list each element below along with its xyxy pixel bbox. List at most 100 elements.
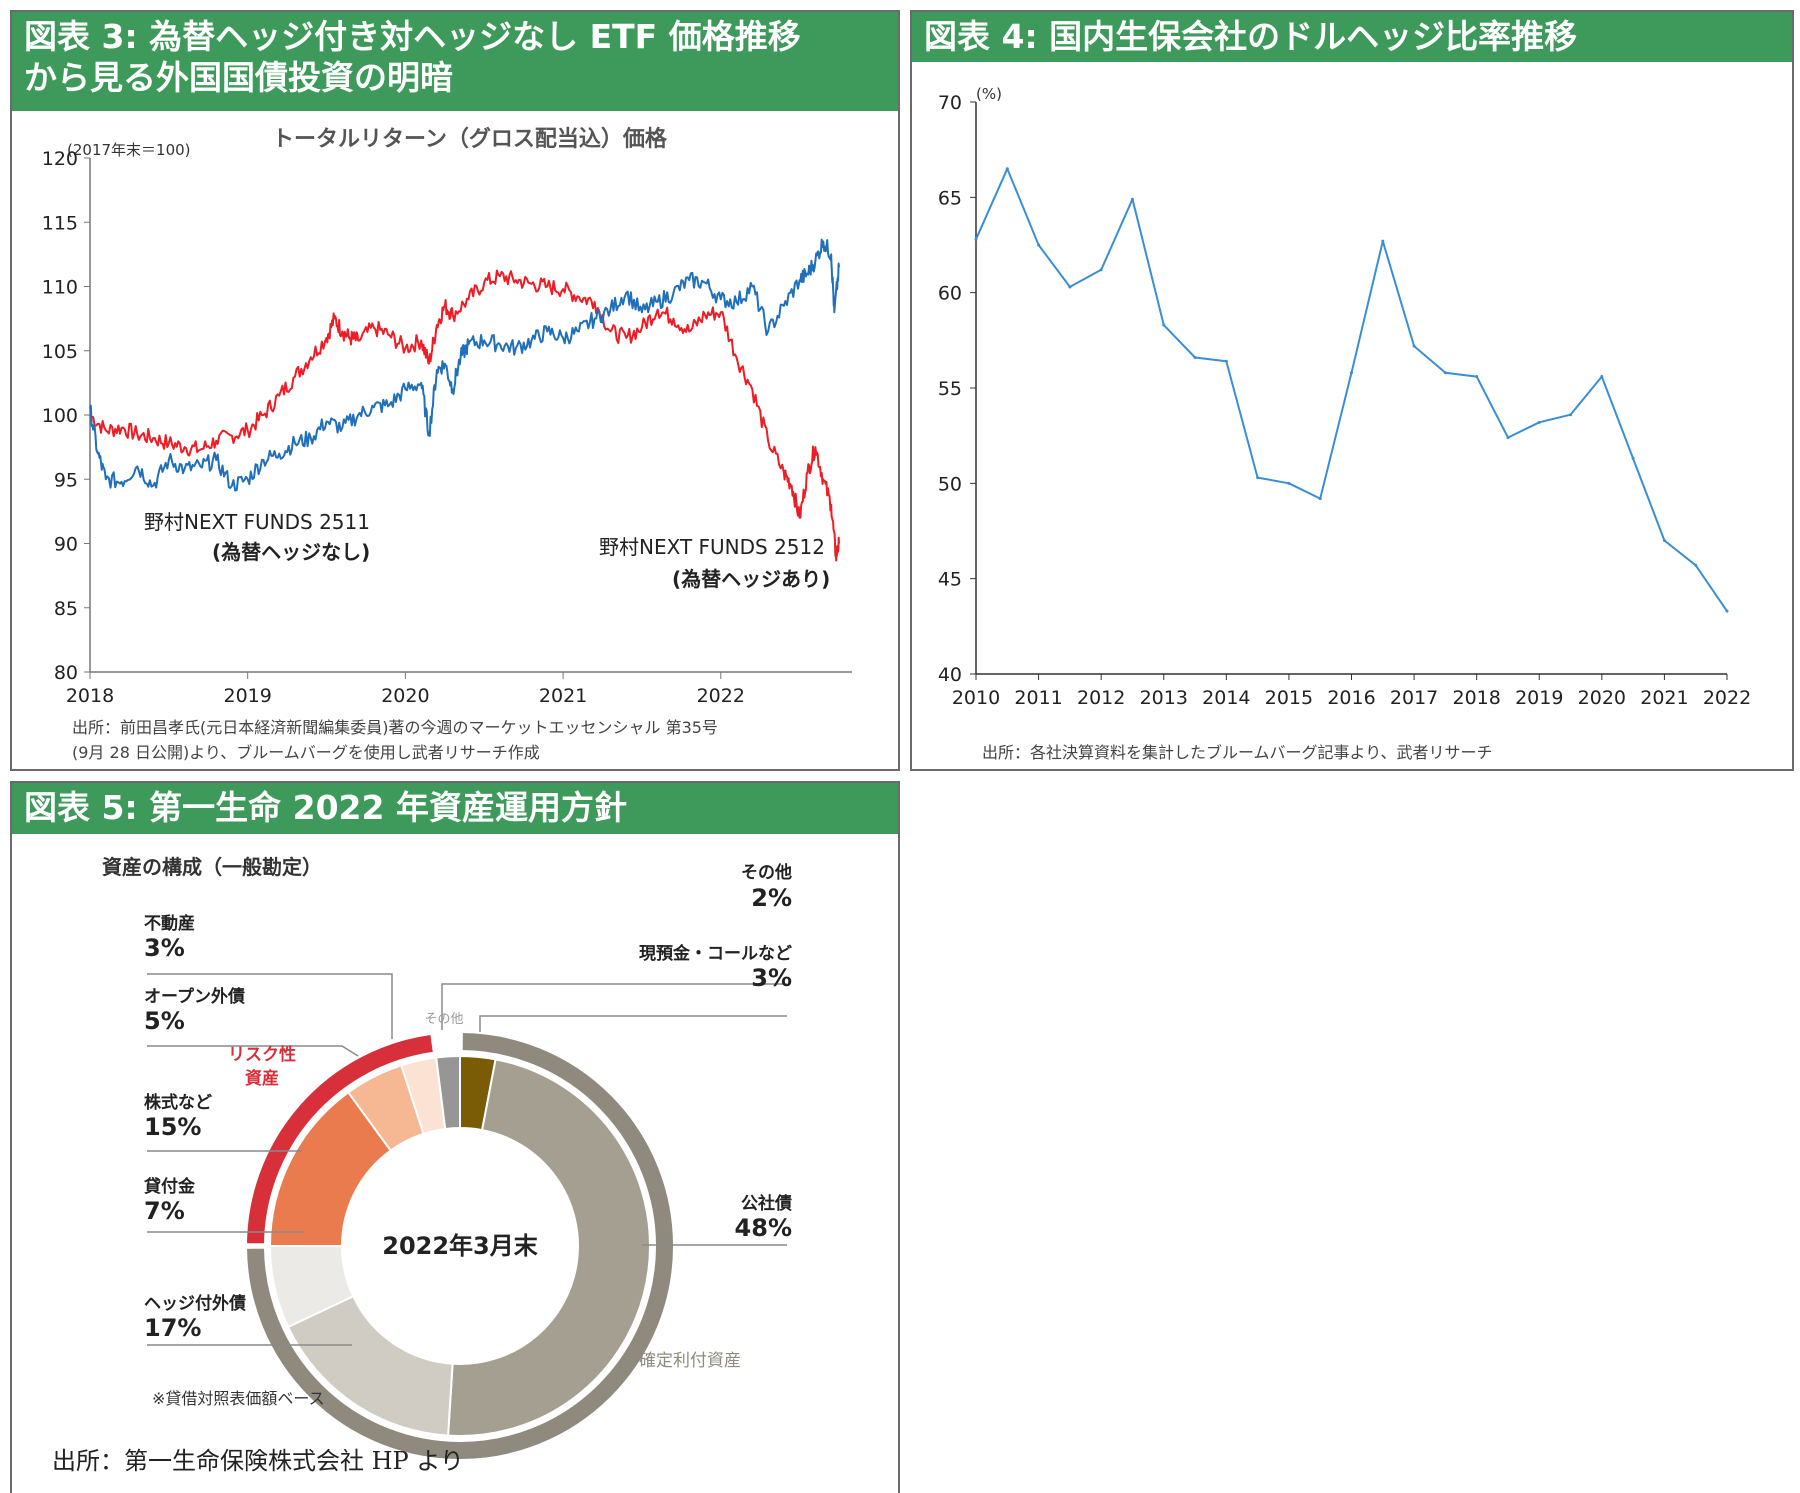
chart4-x-tick-label: 2010 bbox=[952, 687, 1000, 709]
chart5-risk-label-line2: 資産 bbox=[245, 1068, 279, 1089]
chart4-x-tick-label: 2012 bbox=[1077, 687, 1125, 709]
chart3-y-tick-label: 85 bbox=[54, 598, 78, 620]
chart3-y-tick-label: 100 bbox=[42, 405, 78, 427]
chart4-data-point bbox=[1162, 323, 1166, 327]
chart5-svg: 資産の構成（一般勘定） 2022年3月末その他2%現預金・コールなど3%不動産3… bbox=[102, 855, 792, 1461]
chart5-leader-line bbox=[441, 983, 787, 1030]
chart4-data-point bbox=[1318, 497, 1322, 501]
chart5-slice-name: 不動産 bbox=[144, 913, 195, 934]
chart4-title: 図表 4: 国内生保会社のドルヘッジ比率推移 bbox=[924, 17, 1578, 56]
chart3-x-tick-label: 2021 bbox=[539, 685, 587, 707]
chart4-data-point bbox=[1099, 268, 1103, 272]
chart5-risk-label-line1: リスク性 bbox=[228, 1044, 296, 1065]
chart5-slice-name: 現預金・コールなど bbox=[639, 943, 792, 964]
chart5-source: 出所：第一生命保険株式会社 HP より bbox=[52, 1447, 464, 1475]
chart4-x-tick-label: 2018 bbox=[1452, 687, 1500, 709]
chart3-y-tick-label: 110 bbox=[42, 277, 78, 299]
chart4-x-tick-label: 2020 bbox=[1578, 687, 1626, 709]
chart4-data-point bbox=[974, 237, 978, 241]
chart3-y-tick-label: 95 bbox=[54, 469, 78, 491]
chart4-x-tick-label: 2013 bbox=[1140, 687, 1188, 709]
chart4-data-point bbox=[1600, 375, 1604, 379]
chart4-data-point bbox=[1662, 539, 1666, 543]
chart5-fixed-income-label: 確定利付資産 bbox=[639, 1351, 741, 1371]
chart5-leader-line bbox=[147, 1045, 359, 1057]
chart3-title-line1: 図表 3: 為替ヘッジ付き対ヘッジなし ETF 価格推移 bbox=[24, 17, 801, 56]
chart5-ring-separator bbox=[264, 1050, 656, 1442]
chart5-leader-line bbox=[147, 973, 393, 1039]
chart3-x-tick-label: 2020 bbox=[381, 685, 429, 707]
chart3-source-line1: 出所：前田昌孝氏(元日本経済新聞編集委員)著の今週のマーケットエッセンシャル 第… bbox=[72, 718, 718, 737]
chart3-series-unhedged-line bbox=[89, 238, 840, 492]
chart3-x-tick-label: 2019 bbox=[224, 685, 272, 707]
chart3-svg: トータルリターン（グロス配当込）価格 (2017年末＝100) 80 85 90 95… bbox=[42, 126, 852, 707]
chart4-y-tick-label: 40 bbox=[938, 664, 962, 686]
chart4-data-point bbox=[1569, 413, 1573, 417]
chart5-plot: 2022年3月末その他2%現預金・コールなど3%不動産3%オープン外債5%株式な… bbox=[143, 862, 792, 1461]
chart5-slice-value: 17% bbox=[144, 1314, 201, 1342]
chart5-slice-name: ヘッジ付外債 bbox=[144, 1293, 246, 1314]
chart4-x-tick-label: 2011 bbox=[1014, 687, 1062, 709]
chart4-data-point bbox=[1350, 371, 1353, 375]
chart4-svg: (%) 40 45 50 55 60 65 70 2010 2011 2012 2013 2014 20… bbox=[938, 85, 1751, 709]
chart3-header: 図表 3: 為替ヘッジ付き対ヘッジなし ETF 価格推移 から見る外国国債投資の… bbox=[12, 12, 898, 111]
chart5-other-small-label: その他 bbox=[424, 1012, 463, 1027]
chart4-data-point bbox=[1694, 563, 1698, 567]
chart4-data-point bbox=[1256, 476, 1260, 480]
chart4-series-line bbox=[975, 167, 1728, 612]
chart5-slice-value: 7% bbox=[144, 1197, 185, 1225]
chart5-slice-name: 公社債 bbox=[741, 1193, 792, 1214]
chart5-slice-value: 3% bbox=[144, 934, 185, 962]
chart3-label-b-line2: (為替ヘッジあり) bbox=[672, 567, 830, 591]
chart3-y-tick-label: 105 bbox=[42, 341, 78, 363]
chart5-slice-name: その他 bbox=[741, 862, 792, 883]
chart4-data-point bbox=[1193, 355, 1197, 359]
chart4-panel: 図表 4: 国内生保会社のドルヘッジ比率推移 (%) 40 45 50 55 60 65 7… bbox=[910, 10, 1794, 771]
chart5-slice-value: 2% bbox=[751, 884, 792, 912]
chart3-x-tick-label: 2018 bbox=[66, 685, 114, 707]
chart5-subtitle: 資産の構成（一般勘定） bbox=[102, 855, 322, 879]
chart4-data-point bbox=[1443, 371, 1447, 375]
chart4-data-point bbox=[1537, 420, 1541, 424]
chart5-slice-value: 15% bbox=[144, 1113, 201, 1141]
chart5-slice-value: 3% bbox=[751, 964, 792, 992]
chart4-data-point bbox=[1287, 481, 1291, 485]
chart3-label-a-line1: 野村NEXT FUNDS 2511 bbox=[144, 510, 370, 534]
chart4-data-point bbox=[1224, 359, 1228, 363]
chart4-plot: 40 45 50 55 60 65 70 2010 2011 2012 2013 2014 2015 20… bbox=[938, 92, 1751, 709]
chart4-source: 出所：各社決算資料を集計したブルームバーグ記事より、武者リサーチ bbox=[982, 743, 1493, 762]
chart4-y-tick-label: 45 bbox=[938, 569, 962, 591]
chart3-source-line2: (9月 28 日公開)より、ブルームバーグを使用し武者リサーチ作成 bbox=[72, 743, 540, 762]
chart4-x-tick-label: 2019 bbox=[1515, 687, 1563, 709]
chart5-slice-value: 48% bbox=[735, 1214, 792, 1242]
chart3-title-line2: から見る外国国債投資の明暗 bbox=[24, 58, 453, 97]
chart5-header: 図表 5: 第一生命 2022 年資産運用方針 bbox=[12, 783, 898, 834]
chart5-slice-value: 5% bbox=[144, 1007, 185, 1035]
chart3-y-tick-label: 115 bbox=[42, 212, 78, 234]
chart5-slice-name: 貸付金 bbox=[143, 1176, 196, 1197]
chart3-y-tick-label: 90 bbox=[54, 534, 78, 556]
chart5-leader-line bbox=[479, 1015, 787, 1032]
chart4-unit: (%) bbox=[976, 85, 1002, 103]
chart4-x-tick-label: 2022 bbox=[1703, 687, 1751, 709]
chart3-x-tick-label: 2022 bbox=[697, 685, 745, 707]
chart5-note: ※貸借対照表価額ベース bbox=[152, 1389, 325, 1408]
chart4-x-tick-label: 2014 bbox=[1202, 687, 1250, 709]
chart3-subtitle: トータルリターン（グロス配当込）価格 bbox=[272, 126, 668, 152]
chart4-x-tick-label: 2016 bbox=[1327, 687, 1375, 709]
chart4-y-tick-label: 65 bbox=[938, 187, 962, 209]
chart4-data-point bbox=[1381, 239, 1385, 243]
chart3-unit: (2017年末＝100) bbox=[67, 141, 191, 159]
chart4-data-point bbox=[1130, 197, 1134, 201]
chart3-y-tick-label: 120 bbox=[42, 148, 78, 170]
chart5-panel: 図表 5: 第一生命 2022 年資産運用方針 資産の構成（一般勘定） 2022… bbox=[10, 781, 900, 1493]
chart4-x-tick-label: 2015 bbox=[1265, 687, 1313, 709]
chart5-slice-name: オープン外債 bbox=[144, 986, 245, 1007]
chart3-series-hedged-line bbox=[89, 269, 840, 562]
chart3-y-tick-label: 80 bbox=[54, 662, 78, 684]
chart4-data-point bbox=[1412, 344, 1416, 348]
chart5-center-label: 2022年3月末 bbox=[382, 1232, 538, 1260]
chart4-x-tick-label: 2017 bbox=[1390, 687, 1438, 709]
chart4-data-point bbox=[1475, 375, 1479, 379]
chart4-y-tick-label: 60 bbox=[938, 283, 962, 305]
